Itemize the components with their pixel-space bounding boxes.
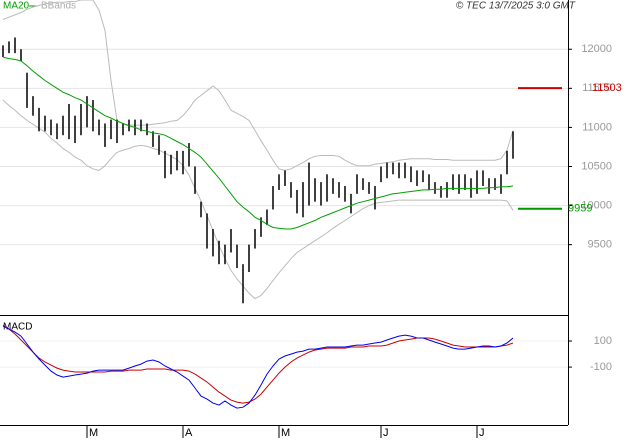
- copyright: © TEC 13/7/2025 3:0 GMT: [456, 1, 576, 12]
- x-tick-label: M: [281, 427, 290, 439]
- x-tick-label: J: [479, 427, 485, 439]
- macd-line: [2, 324, 514, 404]
- level-label: 11503: [592, 82, 622, 94]
- y-tick-label: 12000: [581, 43, 612, 55]
- bband-lower: [2, 99, 514, 300]
- x-tick-label: A: [185, 427, 193, 439]
- y-tick-label: 11500: [582, 82, 612, 94]
- y-tick-label: 100: [594, 335, 612, 347]
- x-tick-label: J: [383, 427, 389, 439]
- level-label: 9959: [568, 203, 592, 215]
- y-tick-label: 11000: [582, 121, 612, 133]
- bband-upper: [2, 0, 514, 171]
- panel-title: MACD: [3, 322, 32, 333]
- x-tick-label: M: [89, 427, 98, 439]
- y-tick-label: 10000: [581, 199, 612, 211]
- macd-line: [2, 325, 514, 409]
- y-tick-label: 9500: [588, 239, 612, 251]
- ma-line: [2, 56, 514, 230]
- legend-ma20: MA20: [3, 1, 30, 12]
- y-tick-label: 10500: [581, 160, 612, 172]
- y-tick-label: -100: [590, 361, 612, 373]
- legend-bbands: BBands: [41, 1, 76, 12]
